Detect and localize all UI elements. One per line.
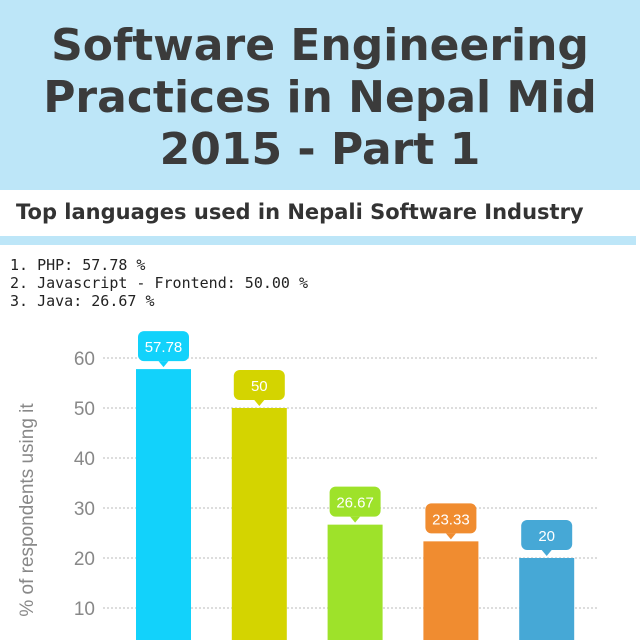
- list-item: 1. PHP: 57.78 %: [10, 256, 146, 274]
- title-line: Practices in Nepal Mid: [43, 72, 597, 123]
- y-tick-label: 10: [74, 599, 95, 620]
- data-label: 23.33: [432, 511, 470, 528]
- data-label-bubble: [425, 503, 477, 534]
- data-label-bubble: [521, 520, 573, 550]
- title-line: 2015 - Part 1: [159, 124, 481, 175]
- data-label-pointer: [254, 400, 265, 406]
- data-label: 26.67: [336, 495, 374, 512]
- data-label-pointer: [158, 361, 169, 368]
- data-label-pointer: [350, 516, 361, 523]
- y-tick-label: 40: [74, 449, 95, 470]
- data-label-pointer: [541, 550, 552, 556]
- data-label: 57.78: [145, 339, 183, 356]
- top-list: 1. PHP: 57.78 % 2. Javascript - Frontend…: [10, 256, 308, 310]
- y-tick-label: 50: [74, 399, 95, 420]
- data-label-bubble: [329, 486, 381, 517]
- header-banner: [0, 0, 640, 190]
- data-label-bubble: [233, 370, 285, 400]
- y-tick-label: 20: [74, 549, 95, 570]
- bar: [231, 408, 287, 640]
- y-axis-label: % of respondents using it: [17, 403, 38, 617]
- list-item: 2. Javascript - Frontend: 50.00 %: [10, 274, 309, 292]
- y-tick-label: 60: [74, 349, 95, 370]
- data-label: 50: [251, 378, 268, 395]
- data-label-pointer: [445, 533, 456, 540]
- y-tick-label: 30: [74, 499, 95, 520]
- data-label: 20: [538, 528, 555, 545]
- page-title: Software Engineering Practices in Nepal …: [0, 20, 640, 176]
- data-label-bubble: [138, 331, 189, 362]
- divider: [0, 236, 636, 245]
- section-title: Top languages used in Nepali Software In…: [16, 200, 584, 224]
- bar: [136, 369, 191, 640]
- bar: [519, 558, 575, 640]
- bar: [423, 541, 479, 640]
- title-line: Software Engineering: [51, 20, 589, 71]
- bar: [327, 524, 383, 640]
- list-item: 3. Java: 26.67 %: [10, 292, 155, 310]
